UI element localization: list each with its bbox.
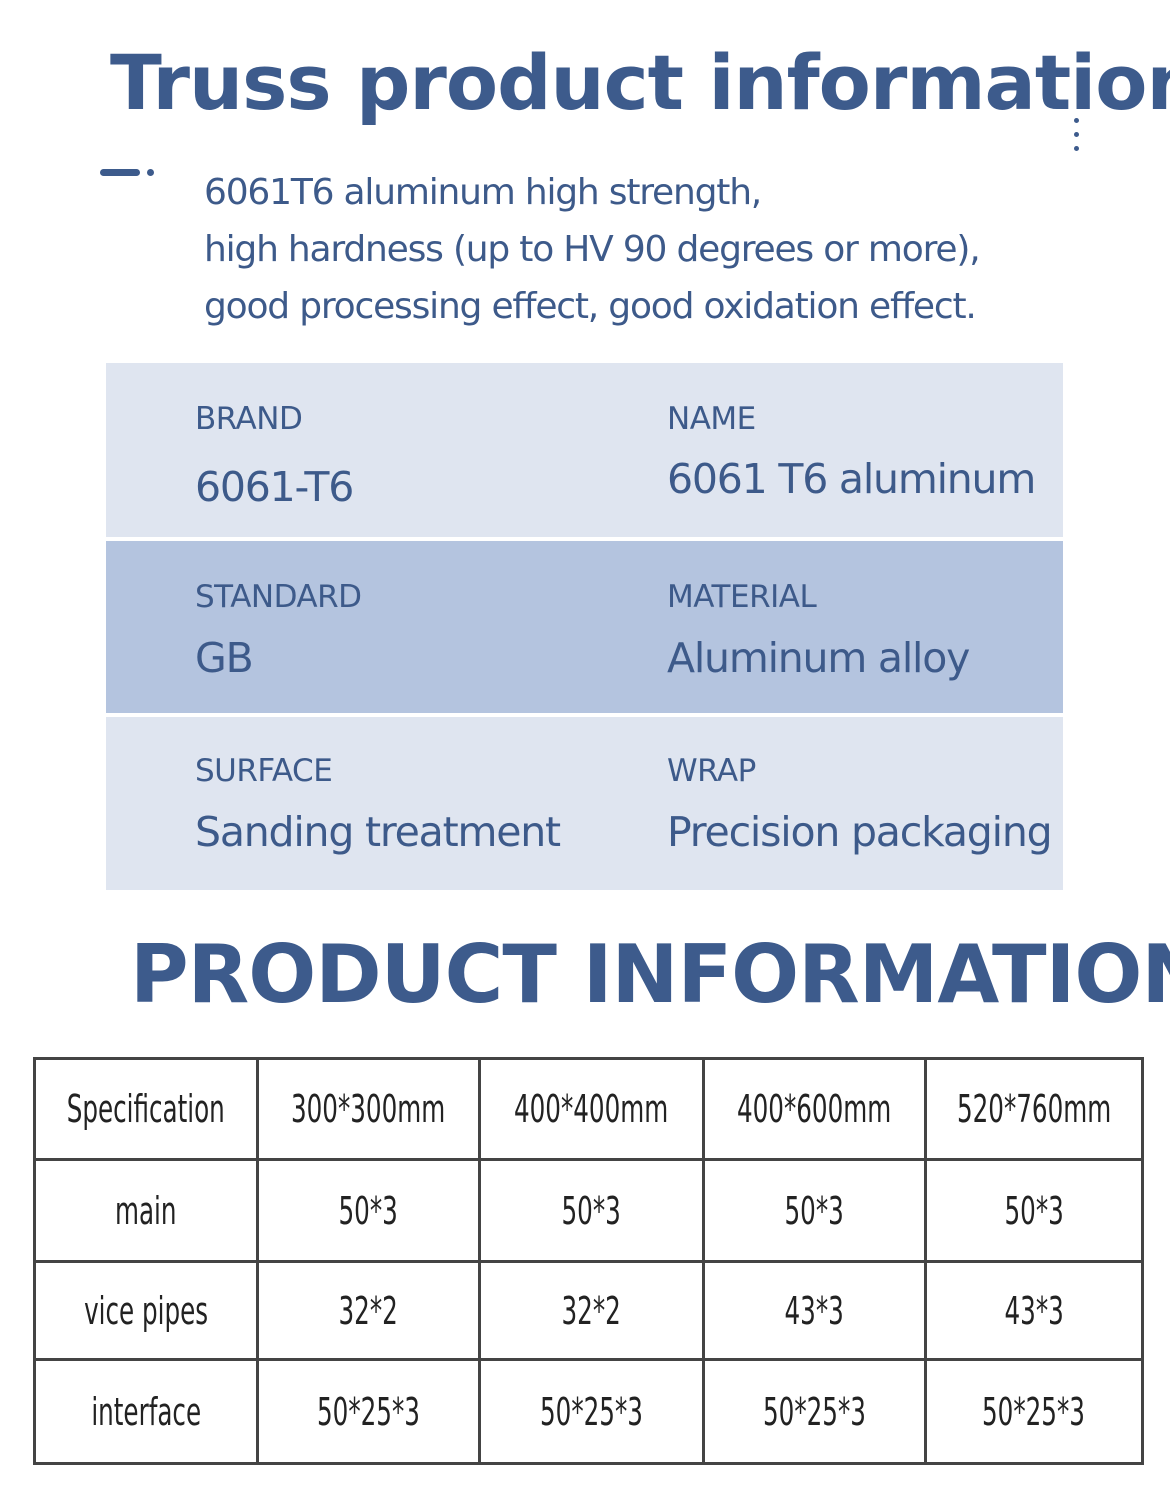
table-cell: Specification (33, 1057, 259, 1161)
table-cell: 400*600mm (701, 1057, 927, 1161)
section-title: PRODUCT INFORMATION (130, 928, 1170, 1021)
dot-decoration-icon (147, 169, 154, 176)
property-row: BRAND 6061-T6 NAME 6061 T6 aluminum (106, 363, 1063, 537)
table-cell: 50*25*3 (255, 1358, 482, 1465)
surface-label: SURFACE (195, 753, 333, 789)
wrap-value: Precision packaging (667, 808, 1053, 856)
table-cell: 43*3 (701, 1260, 927, 1361)
table-row: interface 50*25*3 50*25*3 50*25*3 50*25*… (33, 1358, 1145, 1465)
table-cell: 50*25*3 (478, 1358, 705, 1465)
brand-label: BRAND (195, 401, 303, 437)
table-cell: vice pipes (33, 1260, 259, 1361)
dash-decoration-icon (100, 169, 140, 176)
table-cell: 50*25*3 (923, 1358, 1145, 1465)
table-header-row: Specification 300*300mm 400*400mm 400*60… (33, 1057, 1145, 1161)
table-cell: 50*3 (478, 1158, 705, 1263)
spec-table: Specification 300*300mm 400*400mm 400*60… (33, 1057, 1145, 1465)
table-cell: 50*3 (701, 1158, 927, 1263)
table-cell: 50*25*3 (701, 1358, 927, 1465)
table-cell: 520*760mm (923, 1057, 1145, 1161)
brand-value: 6061-T6 (195, 463, 354, 511)
table-cell: 50*3 (255, 1158, 482, 1263)
description-line: good processing effect, good oxidation e… (204, 286, 977, 327)
vertical-dots-decoration-icon (1074, 118, 1080, 160)
page-title: Truss product information (110, 38, 1170, 127)
material-value: Aluminum alloy (667, 634, 970, 682)
table-cell: 43*3 (923, 1260, 1145, 1361)
table-cell: 32*2 (478, 1260, 705, 1361)
wrap-label: WRAP (667, 753, 756, 789)
description-line: high hardness (up to HV 90 degrees or mo… (204, 229, 981, 270)
standard-label: STANDARD (195, 579, 362, 615)
table-cell: 400*400mm (478, 1057, 705, 1161)
standard-value: GB (195, 634, 254, 682)
description: 6061T6 aluminum high strength, high hard… (204, 164, 981, 335)
table-cell: 50*3 (923, 1158, 1145, 1263)
table-cell: 32*2 (255, 1260, 482, 1361)
description-line: 6061T6 aluminum high strength, (204, 172, 762, 213)
table-cell: 300*300mm (255, 1057, 482, 1161)
material-label: MATERIAL (667, 579, 817, 615)
name-value: 6061 T6 aluminum (667, 455, 1036, 503)
property-row: STANDARD GB MATERIAL Aluminum alloy (106, 541, 1063, 713)
table-cell: main (33, 1158, 259, 1263)
surface-value: Sanding treatment (195, 808, 561, 856)
property-row: SURFACE Sanding treatment WRAP Precision… (106, 717, 1063, 890)
name-label: NAME (667, 401, 756, 437)
table-row: main 50*3 50*3 50*3 50*3 (33, 1158, 1145, 1263)
table-row: vice pipes 32*2 32*2 43*3 43*3 (33, 1260, 1145, 1361)
table-cell: interface (33, 1358, 259, 1465)
